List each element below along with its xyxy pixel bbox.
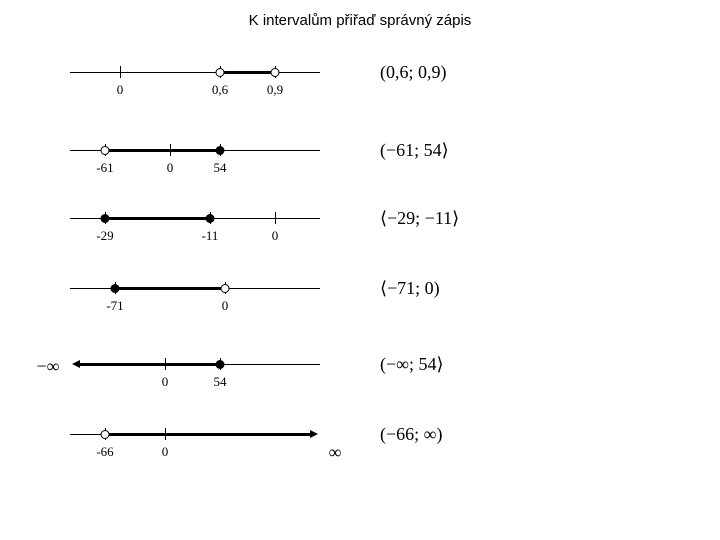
arrow-right-icon [310, 430, 318, 438]
axis-line [70, 72, 320, 73]
number-line: 054−∞ [60, 350, 340, 400]
tick-label: -61 [96, 160, 113, 176]
tick-mark [275, 212, 276, 224]
tick-label: 0 [272, 228, 279, 244]
number-line: -29 -11 0 [60, 204, 340, 254]
open-dot-icon [271, 68, 280, 77]
number-line: -61 0 54 [60, 136, 340, 186]
minus-infinity-label: −∞ [37, 356, 60, 377]
tick-label: -29 [96, 228, 113, 244]
tick-label: 54 [214, 160, 227, 176]
page-title: K intervalům přiřaď správný zápis [0, 12, 720, 29]
interval-notation: ⟨−71; 0) [380, 278, 440, 299]
interval-segment [105, 433, 310, 436]
number-line: 0 0,6 0,9 [60, 58, 340, 108]
interval-segment [115, 287, 225, 290]
tick-mark [165, 358, 166, 370]
interval-notation: (−66; ∞) [380, 424, 442, 445]
tick-mark [120, 66, 121, 78]
closed-dot-icon [101, 214, 110, 223]
tick-label: 0 [117, 82, 124, 98]
number-line: -66 0 ∞ [60, 420, 340, 470]
interval-notation: (−61; 54⟩ [380, 140, 449, 161]
closed-dot-icon [206, 214, 215, 223]
arrow-left-icon [72, 360, 80, 368]
interval-notation: ⟨−29; −11⟩ [380, 208, 459, 229]
tick-mark [165, 428, 166, 440]
closed-dot-icon [111, 284, 120, 293]
tick-label: 54 [214, 374, 227, 390]
tick-label: 0 [162, 444, 169, 460]
tick-label: -11 [202, 228, 219, 244]
number-line: -71 0 [60, 274, 340, 324]
interval-segment [105, 149, 220, 152]
open-dot-icon [221, 284, 230, 293]
tick-label: 0 [167, 160, 174, 176]
open-dot-icon [101, 146, 110, 155]
tick-mark [170, 144, 171, 156]
open-dot-icon [216, 68, 225, 77]
closed-dot-icon [216, 146, 225, 155]
tick-label: 0 [162, 374, 169, 390]
interval-notation: (0,6; 0,9) [380, 62, 447, 83]
infinity-label: ∞ [329, 442, 342, 463]
interval-segment [220, 71, 275, 74]
tick-label: 0 [222, 298, 229, 314]
interval-segment [105, 217, 210, 220]
closed-dot-icon [216, 360, 225, 369]
interval-segment [80, 363, 220, 366]
open-dot-icon [101, 430, 110, 439]
tick-label: -66 [96, 444, 113, 460]
tick-label: -71 [106, 298, 123, 314]
interval-notation: (−∞; 54⟩ [380, 354, 444, 375]
tick-label: 0,6 [212, 82, 228, 98]
tick-label: 0,9 [267, 82, 283, 98]
